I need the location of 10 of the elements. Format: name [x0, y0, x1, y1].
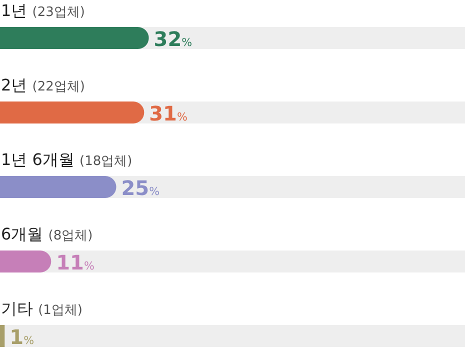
data-label: 11%: [56, 250, 94, 274]
y-tick-label: 1년 6개월 (18업체): [1, 150, 132, 169]
y-tick-label: 6개월 (8업체): [1, 224, 93, 244]
data-label: 1%: [10, 325, 34, 349]
y-tick-label: 2년 (22업체): [1, 76, 85, 94]
y-tick-label: 1년 (23업체): [1, 1, 85, 20]
y-tick-label: 기타 (1업체): [1, 299, 83, 318]
data-label: 31%: [149, 102, 188, 126]
data-label: 25%: [121, 176, 160, 200]
data-label: 32%: [154, 27, 192, 51]
